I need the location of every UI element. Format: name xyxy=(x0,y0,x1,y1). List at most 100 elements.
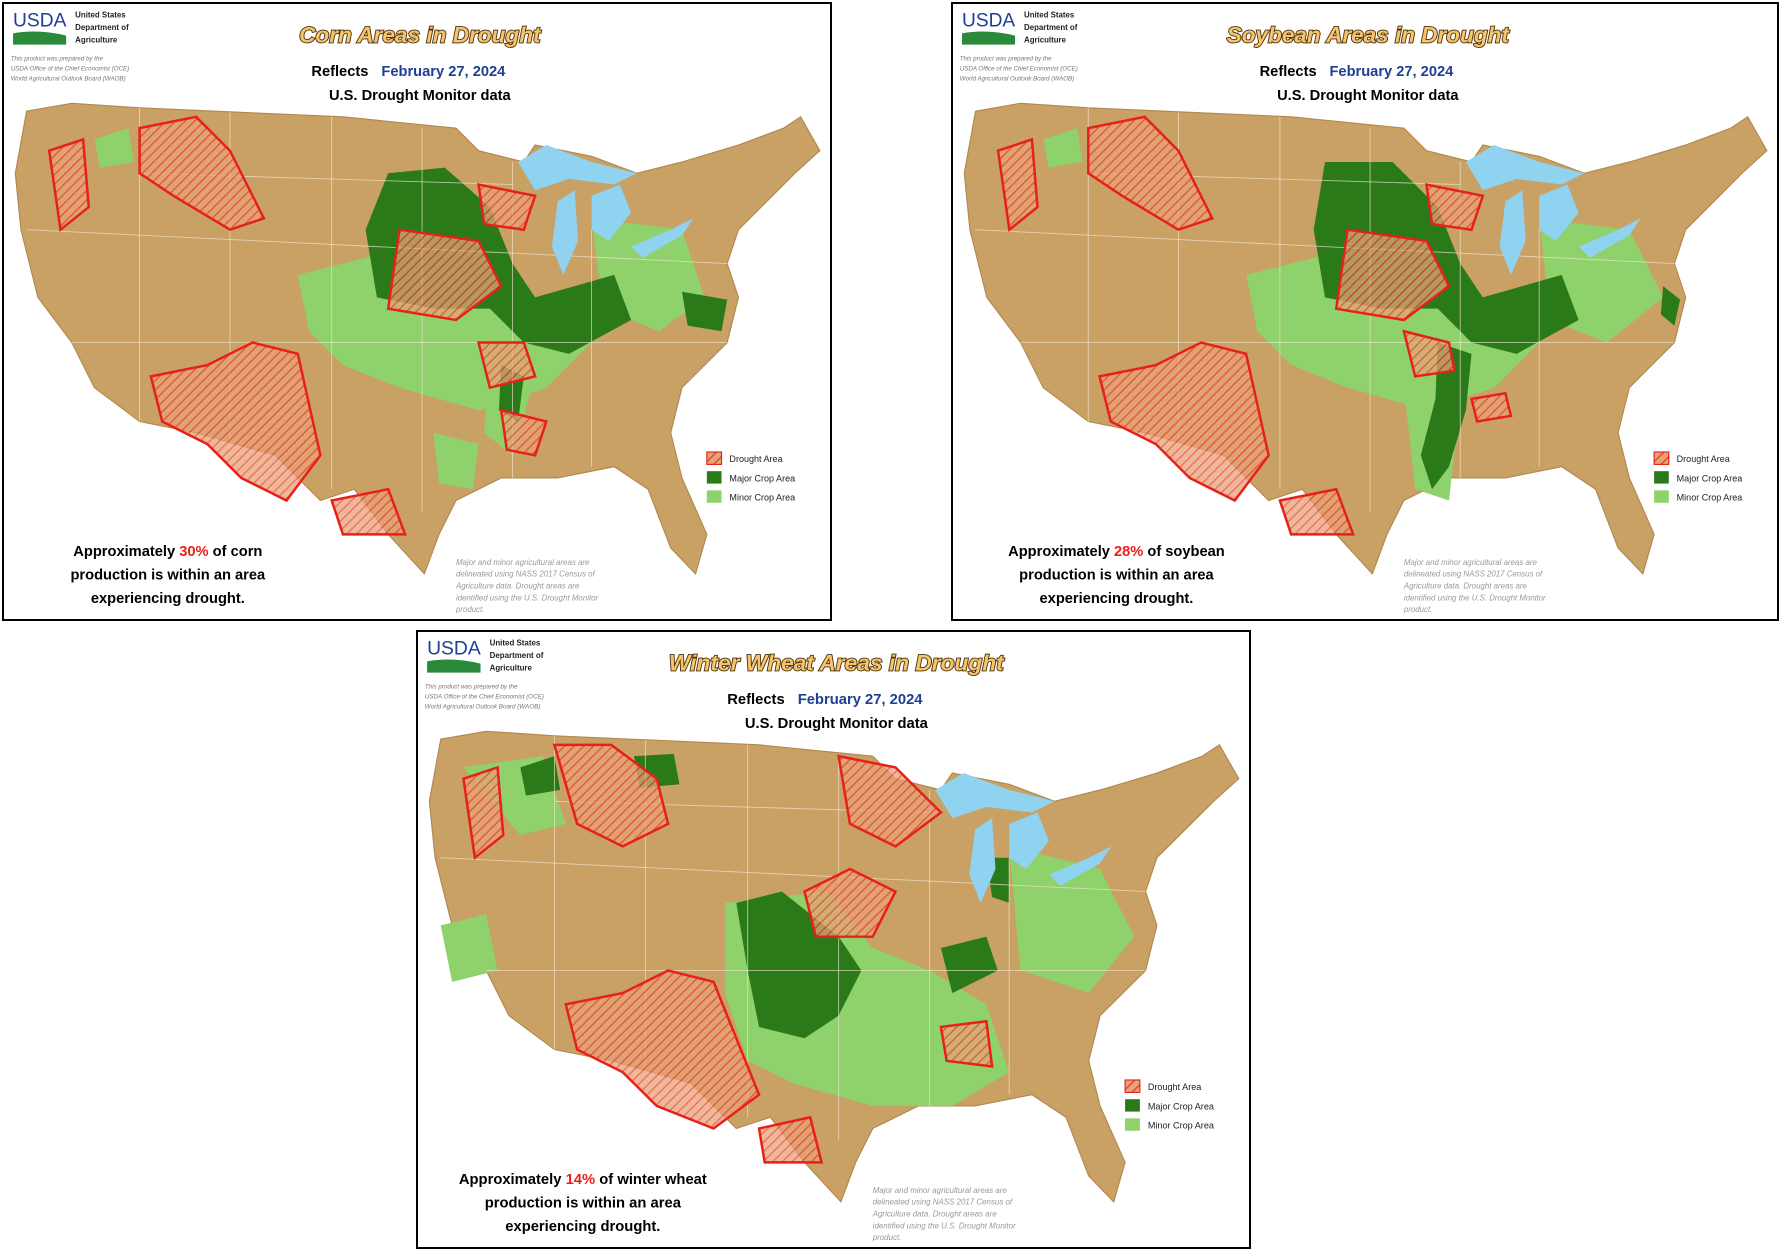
agency-name: United States xyxy=(490,639,541,648)
statement-line: experiencing drought. xyxy=(505,1219,660,1235)
drought-area xyxy=(499,408,548,457)
legend-label: Major Crop Area xyxy=(1148,1101,1215,1111)
drought-area xyxy=(330,487,407,536)
disclaimer: product. xyxy=(455,605,485,614)
legend-label: Drought Area xyxy=(1148,1082,1202,1092)
drought-area xyxy=(476,341,537,390)
statement-percent: 14% xyxy=(566,1172,596,1188)
lake xyxy=(1539,184,1579,241)
disclaimer: identified using the U.S. Drought Monito… xyxy=(1404,593,1546,602)
usda-logo: USDA xyxy=(13,11,67,32)
drought-area xyxy=(1278,487,1355,536)
subtitle: U.S. Drought Monitor data xyxy=(1277,88,1459,104)
lake xyxy=(552,190,579,275)
drought-area xyxy=(996,137,1039,233)
drought-area xyxy=(939,1019,994,1068)
lake xyxy=(1578,218,1641,258)
usda-wave xyxy=(427,659,481,673)
agency-name: Agriculture xyxy=(1024,35,1067,44)
legend-label: Minor Crop Area xyxy=(1677,493,1744,503)
agency-name: Department of xyxy=(490,651,544,660)
date: February 27, 2024 xyxy=(798,692,924,708)
prepared-note: This product was prepared by the xyxy=(11,55,104,62)
minor-crop-area xyxy=(440,914,498,982)
lake xyxy=(969,818,996,903)
usda-logo: USDA xyxy=(962,11,1015,32)
drought-area xyxy=(1334,228,1451,322)
legend-swatch xyxy=(1124,1079,1141,1093)
drought-area xyxy=(462,765,505,861)
map-title: Soybean Areas in Drought xyxy=(1227,22,1511,47)
disclaimer: Agriculture data. Drought areas are xyxy=(455,582,580,591)
agency-name: United States xyxy=(1024,11,1075,20)
major-crop-area xyxy=(736,891,862,1039)
disclaimer: delineated using NASS 2017 Census of xyxy=(456,570,596,579)
subtitle: U.S. Drought Monitor data xyxy=(329,88,512,104)
major-crop-area xyxy=(1660,286,1681,326)
state-border xyxy=(440,857,1146,892)
legend-swatch xyxy=(706,490,722,503)
minor-crop-area xyxy=(1043,128,1083,168)
drought-area xyxy=(837,754,943,848)
statement-line: production is within an area xyxy=(1019,567,1214,583)
prepared-note: This product was prepared by the xyxy=(425,683,518,690)
disclaimer: product. xyxy=(1403,605,1432,614)
drought-area xyxy=(552,743,670,848)
disclaimer: Major and minor agricultural areas are xyxy=(456,558,590,567)
statement-percent: 30% xyxy=(179,544,208,560)
subtitle: U.S. Drought Monitor data xyxy=(745,716,929,732)
lake xyxy=(1048,846,1112,886)
agency-name: Agriculture xyxy=(75,35,118,44)
statement: Approximately 14% of winter wheat xyxy=(459,1172,707,1188)
agency-name: Department of xyxy=(1024,23,1078,32)
lake xyxy=(518,145,637,191)
prepared-note: This product was prepared by the xyxy=(960,55,1052,62)
disclaimer: Agriculture data. Drought areas are xyxy=(872,1210,998,1219)
statement-text: of winter wheat xyxy=(599,1172,707,1188)
statement-text: of corn xyxy=(213,544,263,560)
legend-label: Minor Crop Area xyxy=(729,493,796,503)
drought-area xyxy=(757,1115,824,1164)
drought-area xyxy=(1469,391,1513,423)
prepared-note: World Agricultural Outlook Board (WAOB) xyxy=(960,76,1074,83)
map-panel: USDA United States Department of Agricultur… xyxy=(416,630,1251,1249)
legend-swatch xyxy=(706,451,723,465)
map-panel: USDA United States Department of Agricultur… xyxy=(2,2,832,621)
statement: Approximately 28% of soybean xyxy=(1008,544,1225,560)
major-crop-area xyxy=(1420,342,1472,490)
lake xyxy=(1009,812,1049,869)
drought-area xyxy=(803,867,898,938)
agency-name: United States xyxy=(75,11,126,20)
minor-crop-area xyxy=(1009,846,1135,994)
map-title: Corn Areas in Drought xyxy=(299,22,542,47)
prepared-note: World Agricultural Outlook Board (WAOB) xyxy=(425,704,541,711)
statement-text: of soybean xyxy=(1147,544,1224,560)
minor-crop-area xyxy=(433,432,479,490)
drought-area xyxy=(1402,329,1457,378)
drought-area xyxy=(138,115,266,232)
drought-area xyxy=(564,969,761,1130)
legend-label: Drought Area xyxy=(1677,454,1731,464)
usda-wave xyxy=(962,31,1015,45)
disclaimer: identified using the U.S. Drought Monito… xyxy=(873,1221,1016,1230)
statement-text: Approximately xyxy=(1008,544,1111,560)
major-crop-area xyxy=(520,756,561,796)
legend-label: Major Crop Area xyxy=(1677,473,1744,483)
major-crop-area xyxy=(681,291,728,332)
map: USDA United States Department of Agricultur… xyxy=(425,639,1240,1242)
lake xyxy=(591,184,632,241)
statement-text: Approximately xyxy=(73,544,176,560)
disclaimer: Major and minor agricultural areas are xyxy=(1404,558,1538,567)
state-border xyxy=(26,229,728,264)
drought-area xyxy=(47,137,91,233)
drought-area xyxy=(386,228,503,322)
prepared-note: USDA Office of the Chief Economist (OCE) xyxy=(11,66,129,73)
legend-swatch xyxy=(1125,1118,1140,1131)
legend-swatch xyxy=(1654,471,1669,484)
lake xyxy=(935,773,1055,819)
prepared-note: World Agricultural Outlook Board (WAOB) xyxy=(11,76,126,83)
legend-swatch xyxy=(1653,451,1670,465)
prepared-note: USDA Office of the Chief Economist (OCE) xyxy=(960,66,1078,73)
statement-percent: 28% xyxy=(1114,544,1143,560)
